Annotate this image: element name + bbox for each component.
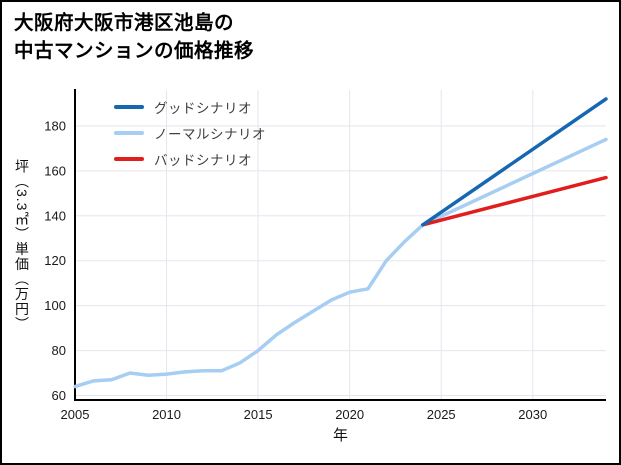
legend-item: グッドシナリオ xyxy=(114,98,266,116)
legend-label: ノーマルシナリオ xyxy=(154,127,266,142)
legend: グッドシナリオ ノーマルシナリオ バッドシナリオ xyxy=(114,98,266,176)
y-tick-label: 120 xyxy=(44,253,66,268)
series-line xyxy=(421,97,608,227)
y-tick-label: 80 xyxy=(52,343,66,358)
y-tick-label: 180 xyxy=(44,118,66,133)
legend-label: グッドシナリオ xyxy=(154,101,252,116)
chart-title-line1: 大阪府大阪市港区池島の xyxy=(14,12,235,34)
legend-swatch-line xyxy=(114,105,144,109)
x-tick-label: 2015 xyxy=(244,407,273,422)
x-tick-label: 2025 xyxy=(427,407,456,422)
y-tick-label: 140 xyxy=(44,208,66,223)
y-tick-label: 60 xyxy=(52,388,66,403)
series-line xyxy=(73,137,608,389)
x-axis-label: 年 xyxy=(332,427,348,444)
x-tick-label: 2020 xyxy=(335,407,364,422)
series-line xyxy=(421,175,608,227)
chart-title-line2: 中古マンションの価格推移 xyxy=(14,39,255,62)
x-tick-label: 2005 xyxy=(61,407,90,422)
chart-title: 大阪府大阪市港区池島の 中古マンションの価格推移 xyxy=(14,10,254,65)
legend-item: バッドシナリオ xyxy=(114,150,266,168)
x-tick-label: 2010 xyxy=(152,407,181,422)
y-tick-label: 100 xyxy=(44,298,66,313)
legend-swatch-line xyxy=(114,131,144,135)
y-tick-label: 160 xyxy=(44,163,66,178)
y-axis-label: 坪（3.3㎡）単価（万円） xyxy=(14,158,30,332)
legend-label: バッドシナリオ xyxy=(154,153,252,168)
x-tick-label: 2030 xyxy=(518,407,547,422)
legend-item: ノーマルシナリオ xyxy=(114,124,266,142)
legend-swatch-line xyxy=(114,157,144,161)
